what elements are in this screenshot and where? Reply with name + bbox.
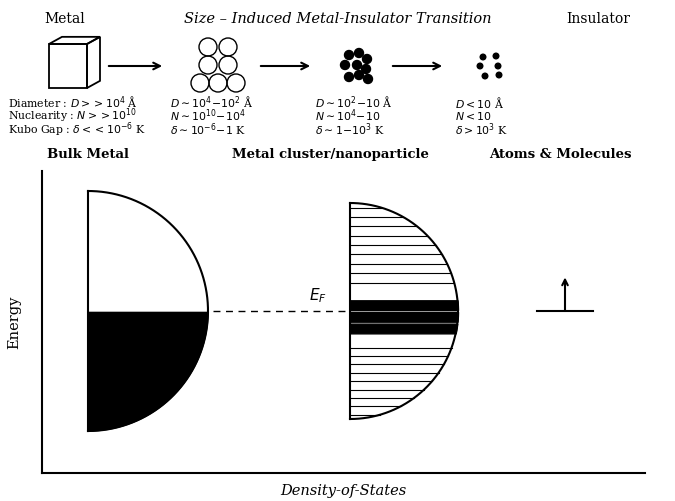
Circle shape [480, 54, 486, 60]
Circle shape [340, 61, 350, 70]
Text: Bulk Metal: Bulk Metal [47, 147, 129, 160]
Text: Size – Induced Metal-Insulator Transition: Size – Induced Metal-Insulator Transitio… [184, 12, 492, 26]
Circle shape [362, 65, 371, 74]
Text: $N<10$: $N<10$ [455, 110, 491, 122]
Text: Diameter : $D>>10^4$ Å: Diameter : $D>>10^4$ Å [8, 94, 138, 110]
Text: Metal: Metal [45, 12, 85, 26]
Text: $N\sim10^{10}\!-\!10^4$: $N\sim10^{10}\!-\!10^4$ [170, 108, 246, 124]
Circle shape [352, 61, 362, 70]
Circle shape [477, 63, 483, 69]
Text: $N\sim10^4\!-\!10$: $N\sim10^4\!-\!10$ [315, 108, 381, 124]
Text: Insulator: Insulator [566, 12, 630, 26]
Circle shape [496, 72, 502, 78]
Polygon shape [88, 311, 208, 431]
Text: $\delta\sim1\!-\!10^3$ K: $\delta\sim1\!-\!10^3$ K [315, 122, 385, 138]
Circle shape [364, 75, 373, 84]
Text: $\delta\sim10^{-6}\!-\!1$ K: $\delta\sim10^{-6}\!-\!1$ K [170, 122, 246, 138]
Circle shape [354, 71, 364, 80]
Polygon shape [88, 191, 208, 311]
Polygon shape [350, 203, 458, 419]
Text: Energy: Energy [7, 295, 21, 349]
Text: Atoms & Molecules: Atoms & Molecules [489, 147, 631, 160]
Circle shape [354, 49, 364, 58]
Circle shape [344, 51, 354, 60]
Circle shape [493, 53, 499, 59]
Text: $D<10$ Å: $D<10$ Å [455, 95, 504, 110]
Text: $E_F$: $E_F$ [309, 286, 327, 305]
Text: $D\sim10^2\!-\!10$ Å: $D\sim10^2\!-\!10$ Å [315, 94, 393, 110]
Text: Metal cluster/nanoparticle: Metal cluster/nanoparticle [232, 147, 429, 160]
Text: $D\sim10^4\!-\!10^2$ Å: $D\sim10^4\!-\!10^2$ Å [170, 94, 253, 110]
Circle shape [495, 63, 501, 69]
Text: Kubo Gap : $\delta<<10^{-6}$ K: Kubo Gap : $\delta<<10^{-6}$ K [8, 121, 145, 139]
Circle shape [344, 73, 354, 82]
Text: $\delta>10^3$ K: $\delta>10^3$ K [455, 122, 508, 138]
Circle shape [482, 73, 488, 79]
Text: Nuclearity : $N>>10^{10}$: Nuclearity : $N>>10^{10}$ [8, 107, 137, 125]
Circle shape [362, 55, 371, 64]
Text: Density-of-States: Density-of-States [280, 484, 406, 498]
